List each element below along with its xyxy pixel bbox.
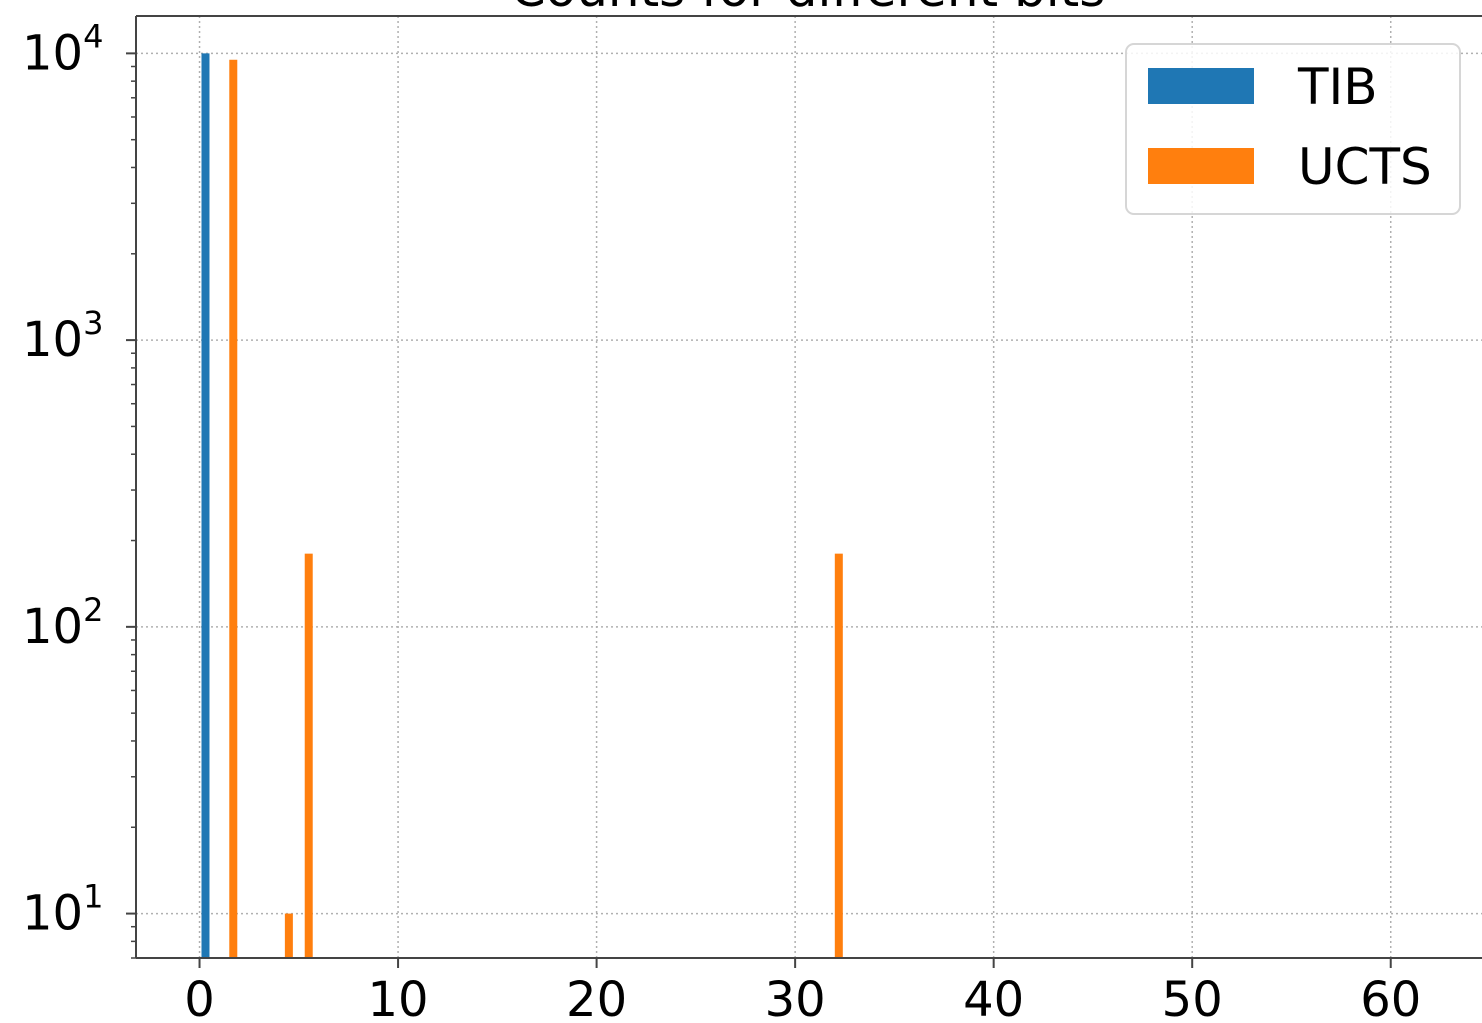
grid-layer [136,16,1482,958]
bar-ucts-3 [834,553,843,958]
bar-ucts-0 [229,59,238,959]
chart-title: Counts for different bits [511,0,1106,18]
legend-label-tib: TIB [1297,58,1378,116]
y-tick-label-3: 104 [22,17,103,81]
x-tick-label-0: 0 [184,972,215,1023]
legend-swatch-tib [1148,68,1254,104]
x-tick-label-1: 10 [368,972,429,1023]
y-tick-label-1: 102 [22,591,103,655]
title-layer: Counts for different bits [511,0,1106,18]
bar-ucts-2 [304,553,313,958]
legend-swatch-ucts [1148,148,1254,184]
x-tick-label-6: 60 [1360,972,1421,1023]
x-tick-label-4: 40 [963,972,1024,1023]
y-tick-label-2: 103 [22,304,103,368]
x-tick-label-5: 50 [1162,972,1223,1023]
legend-label-ucts: UCTS [1298,138,1432,196]
bars-layer [201,53,843,959]
bar-ucts-1 [284,913,293,958]
y-tick-label-0: 101 [22,878,103,942]
legend: TIB UCTS [1125,43,1461,215]
axes-layer: 0 10 20 30 40 50 60 101 102 103 104 [22,15,1482,1023]
bar-tib-0 [201,53,210,958]
x-tick-label-3: 30 [765,972,826,1023]
x-tick-label-2: 20 [566,972,627,1023]
